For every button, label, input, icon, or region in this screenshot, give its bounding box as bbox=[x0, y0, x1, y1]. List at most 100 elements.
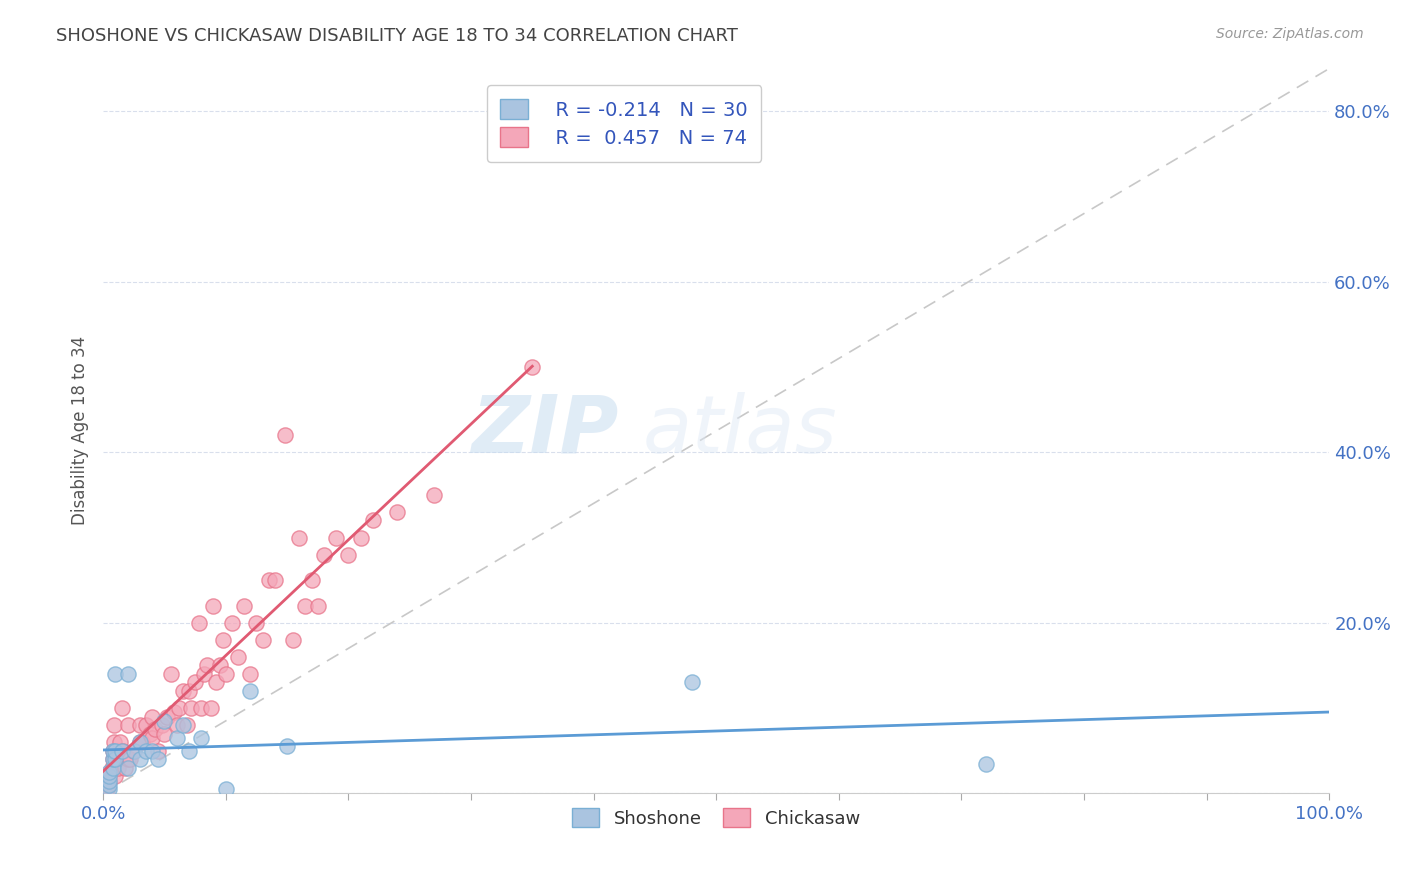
Point bbox=[104, 667, 127, 681]
Point bbox=[135, 718, 157, 732]
Point bbox=[166, 718, 188, 732]
Point bbox=[252, 632, 274, 647]
Point bbox=[98, 769, 121, 783]
Point bbox=[108, 744, 131, 758]
Point bbox=[387, 505, 409, 519]
Point bbox=[233, 599, 256, 613]
Point bbox=[96, 782, 118, 797]
Point bbox=[190, 701, 212, 715]
Point bbox=[522, 359, 544, 374]
Point bbox=[193, 667, 215, 681]
Text: SHOSHONE VS CHICKASAW DISABILITY AGE 18 TO 34 CORRELATION CHART: SHOSHONE VS CHICKASAW DISABILITY AGE 18 … bbox=[56, 27, 738, 45]
Point bbox=[153, 714, 176, 728]
Point bbox=[974, 756, 997, 771]
Point bbox=[307, 599, 329, 613]
Point bbox=[337, 548, 360, 562]
Point bbox=[101, 752, 124, 766]
Point bbox=[150, 718, 173, 732]
Point bbox=[101, 744, 124, 758]
Point bbox=[122, 744, 145, 758]
Point bbox=[98, 773, 121, 788]
Point bbox=[138, 726, 160, 740]
Point bbox=[172, 684, 194, 698]
Point bbox=[98, 765, 121, 780]
Text: Source: ZipAtlas.com: Source: ZipAtlas.com bbox=[1216, 27, 1364, 41]
Point bbox=[312, 548, 335, 562]
Point bbox=[172, 718, 194, 732]
Point bbox=[98, 773, 121, 788]
Point bbox=[239, 667, 262, 681]
Point bbox=[195, 658, 218, 673]
Point bbox=[177, 684, 200, 698]
Point bbox=[212, 632, 235, 647]
Point bbox=[131, 735, 153, 749]
Point bbox=[101, 761, 124, 775]
Point bbox=[288, 531, 311, 545]
Point bbox=[143, 723, 166, 737]
Point bbox=[100, 765, 122, 780]
Point bbox=[111, 744, 134, 758]
Point bbox=[215, 667, 238, 681]
Point bbox=[110, 735, 132, 749]
Point bbox=[114, 761, 136, 775]
Point bbox=[276, 739, 298, 754]
Point bbox=[301, 573, 323, 587]
Point bbox=[215, 782, 238, 797]
Point bbox=[141, 709, 163, 723]
Point bbox=[122, 744, 145, 758]
Point bbox=[129, 718, 152, 732]
Point bbox=[98, 778, 121, 792]
Point bbox=[107, 761, 129, 775]
Point bbox=[135, 744, 157, 758]
Point bbox=[101, 744, 124, 758]
Point bbox=[110, 744, 132, 758]
Point bbox=[98, 782, 121, 797]
Point bbox=[100, 761, 122, 775]
Point bbox=[361, 513, 384, 527]
Point bbox=[159, 667, 181, 681]
Point bbox=[208, 658, 231, 673]
Text: atlas: atlas bbox=[643, 392, 838, 470]
Point bbox=[104, 752, 127, 766]
Point bbox=[103, 735, 125, 749]
Point bbox=[176, 718, 198, 732]
Y-axis label: Disability Age 18 to 34: Disability Age 18 to 34 bbox=[72, 336, 89, 525]
Point bbox=[141, 744, 163, 758]
Point bbox=[129, 752, 152, 766]
Point bbox=[117, 752, 139, 766]
Point bbox=[129, 735, 152, 749]
Point bbox=[294, 599, 316, 613]
Point bbox=[104, 769, 127, 783]
Point bbox=[167, 701, 190, 715]
Point bbox=[117, 718, 139, 732]
Point bbox=[283, 632, 305, 647]
Point bbox=[205, 675, 228, 690]
Point bbox=[325, 531, 347, 545]
Legend: Shoshone, Chickasaw: Shoshone, Chickasaw bbox=[565, 801, 868, 835]
Point bbox=[163, 706, 186, 720]
Point bbox=[97, 778, 120, 792]
Point bbox=[141, 731, 163, 745]
Point bbox=[101, 752, 124, 766]
Point bbox=[156, 709, 179, 723]
Point bbox=[177, 744, 200, 758]
Point bbox=[257, 573, 280, 587]
Point bbox=[129, 735, 152, 749]
Point bbox=[349, 531, 371, 545]
Point bbox=[98, 769, 121, 783]
Point bbox=[120, 752, 142, 766]
Point bbox=[273, 428, 295, 442]
Point bbox=[166, 731, 188, 745]
Point bbox=[263, 573, 285, 587]
Point bbox=[180, 701, 202, 715]
Point bbox=[184, 675, 207, 690]
Point bbox=[226, 649, 249, 664]
Point bbox=[190, 731, 212, 745]
Text: ZIP: ZIP bbox=[471, 392, 619, 470]
Point bbox=[202, 599, 225, 613]
Point bbox=[200, 701, 222, 715]
Point bbox=[148, 752, 170, 766]
Point bbox=[153, 726, 176, 740]
Point bbox=[187, 615, 209, 630]
Point bbox=[245, 615, 267, 630]
